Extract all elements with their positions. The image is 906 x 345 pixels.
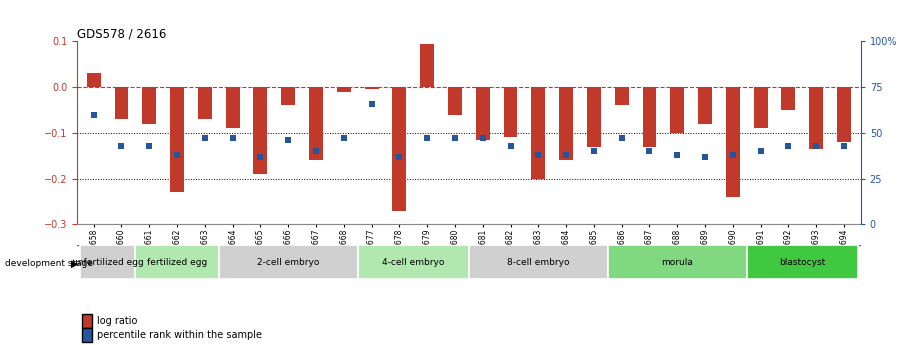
Text: unfertilized egg: unfertilized egg xyxy=(72,258,143,267)
Point xyxy=(419,136,434,141)
Point xyxy=(781,143,795,148)
Bar xyxy=(809,87,824,149)
Bar xyxy=(670,87,684,133)
Text: GDS578 / 2616: GDS578 / 2616 xyxy=(77,27,167,40)
Bar xyxy=(699,87,712,124)
Bar xyxy=(80,245,135,279)
Bar xyxy=(559,87,573,160)
Point xyxy=(392,154,407,159)
Bar xyxy=(226,87,239,128)
Point xyxy=(531,152,545,158)
Bar xyxy=(142,87,156,124)
Bar xyxy=(726,87,740,197)
Text: fertilized egg: fertilized egg xyxy=(147,258,207,267)
Point xyxy=(142,143,157,148)
Bar xyxy=(782,87,795,110)
Point xyxy=(476,136,490,141)
Bar xyxy=(448,87,462,115)
Text: 8-cell embryo: 8-cell embryo xyxy=(507,258,570,267)
Point xyxy=(837,143,852,148)
Bar xyxy=(358,245,469,279)
Point xyxy=(448,136,462,141)
Bar xyxy=(218,245,358,279)
Point xyxy=(114,143,129,148)
Point xyxy=(726,152,740,158)
Point xyxy=(86,112,101,117)
Point xyxy=(642,148,657,154)
Bar xyxy=(837,87,851,142)
Point xyxy=(281,137,295,143)
Bar xyxy=(364,87,379,89)
Point xyxy=(754,148,768,154)
Bar xyxy=(532,87,545,179)
Text: 4-cell embryo: 4-cell embryo xyxy=(382,258,445,267)
Point xyxy=(336,136,351,141)
Bar xyxy=(642,87,657,147)
Bar xyxy=(87,73,101,87)
Text: blastocyst: blastocyst xyxy=(779,258,825,267)
Text: percentile rank within the sample: percentile rank within the sample xyxy=(97,330,262,339)
Text: ▶: ▶ xyxy=(71,259,78,269)
Bar xyxy=(754,87,767,128)
Point xyxy=(698,154,712,159)
Point xyxy=(364,101,379,106)
Point xyxy=(198,136,212,141)
Point xyxy=(226,136,240,141)
Point xyxy=(559,152,573,158)
Bar xyxy=(420,44,434,87)
Bar xyxy=(114,87,129,119)
Point xyxy=(504,143,518,148)
Bar xyxy=(309,87,323,160)
Text: development stage: development stage xyxy=(5,259,92,268)
Bar xyxy=(198,87,212,119)
Point xyxy=(587,148,602,154)
Bar xyxy=(337,87,351,92)
Bar xyxy=(747,245,858,279)
Bar xyxy=(615,87,629,106)
Point xyxy=(309,148,323,154)
Bar xyxy=(135,245,218,279)
Text: morula: morula xyxy=(661,258,693,267)
Bar xyxy=(281,87,295,106)
Point xyxy=(253,154,267,159)
Text: 2-cell embryo: 2-cell embryo xyxy=(257,258,320,267)
Bar xyxy=(587,87,601,147)
Bar xyxy=(468,245,608,279)
Point xyxy=(169,152,184,158)
Bar xyxy=(392,87,406,210)
Point xyxy=(809,143,824,148)
Bar xyxy=(504,87,517,137)
Point xyxy=(670,152,685,158)
Point xyxy=(614,136,629,141)
Bar xyxy=(170,87,184,192)
Bar xyxy=(254,87,267,174)
Bar xyxy=(476,87,490,140)
Bar xyxy=(608,245,747,279)
Text: log ratio: log ratio xyxy=(97,316,138,326)
